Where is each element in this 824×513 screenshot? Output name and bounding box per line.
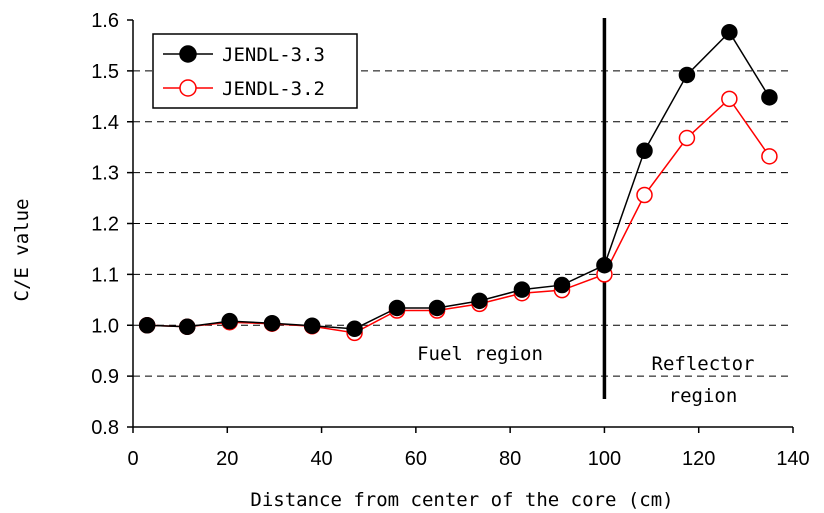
- point-0-15: [761, 89, 778, 106]
- legend-label-1: JENDL-3.2: [222, 78, 325, 100]
- y-tick-label-3: 1.1: [91, 264, 119, 286]
- x-tick-label-0: 0: [127, 448, 138, 470]
- tick-labels: 0.8 0.9 1.0 1.1 1.2 1.3 1.4 1.5 1.6 0 20 40 60 80 100 1…: [91, 10, 810, 470]
- reflector-region-label-line1: Reflector: [652, 353, 755, 375]
- y-tick-label-4: 1.2: [91, 214, 119, 236]
- y-tick-label-1: 0.9: [91, 366, 119, 388]
- point-1-12: [636, 186, 653, 204]
- point-0-2: [221, 312, 238, 330]
- point-1-14: [721, 90, 738, 108]
- point-0-6: [388, 299, 406, 317]
- series-line-1: [147, 97, 771, 334]
- point-0-14: [721, 23, 738, 41]
- point-0-11: [596, 256, 613, 274]
- axes: [127, 19, 794, 433]
- fuel-region-label: Fuel region: [417, 343, 543, 365]
- point-0-0: [138, 317, 156, 334]
- point-1-13: [678, 129, 696, 147]
- point-1-15: [761, 148, 778, 165]
- y-tick-label-5: 1.3: [91, 163, 119, 185]
- legend-swatch-marker-0: [179, 45, 197, 63]
- legend-label-0: JENDL-3.3: [222, 44, 325, 66]
- y-tick-label-0: 0.8: [91, 417, 119, 439]
- y-tick-label-8: 1.6: [91, 10, 119, 32]
- series-line-0: [147, 31, 771, 330]
- y-axis-title: C/E value: [11, 199, 33, 302]
- point-0-12: [636, 142, 653, 159]
- point-0-1: [178, 318, 196, 336]
- legend: JENDL-3.3 JENDL-3.2: [152, 33, 358, 109]
- point-0-13: [678, 66, 696, 84]
- x-tick-label-2: 40: [310, 448, 332, 470]
- x-tick-label-6: 120: [682, 448, 715, 470]
- x-tick-label-1: 20: [216, 448, 238, 470]
- legend-entry-0: JENDL-3.3: [163, 44, 325, 66]
- series-1: [138, 90, 778, 342]
- x-tick-label-4: 80: [499, 448, 521, 470]
- point-0-3: [263, 314, 281, 332]
- x-axis-title: Distance from center of the core (cm): [250, 489, 673, 511]
- point-0-8: [471, 292, 488, 310]
- y-tick-label-6: 1.4: [91, 112, 119, 134]
- x-tick-label-3: 60: [405, 448, 427, 470]
- series-0: [138, 23, 778, 338]
- y-tick-label-7: 1.5: [91, 61, 119, 83]
- reflector-region-label-line2: region: [669, 385, 738, 407]
- point-0-4: [303, 317, 321, 335]
- legend-swatch-marker-1: [179, 79, 197, 97]
- point-0-9: [513, 281, 531, 298]
- y-tick-label-2: 1.0: [91, 315, 119, 337]
- point-0-5: [346, 320, 363, 338]
- gridlines: [133, 70, 793, 377]
- series-layer: [138, 23, 778, 342]
- point-0-10: [553, 276, 571, 294]
- point-0-7: [428, 299, 446, 317]
- x-tick-label-5: 100: [588, 448, 621, 470]
- legend-entry-1: JENDL-3.2: [163, 78, 325, 100]
- x-tick-label-7: 140: [776, 448, 809, 470]
